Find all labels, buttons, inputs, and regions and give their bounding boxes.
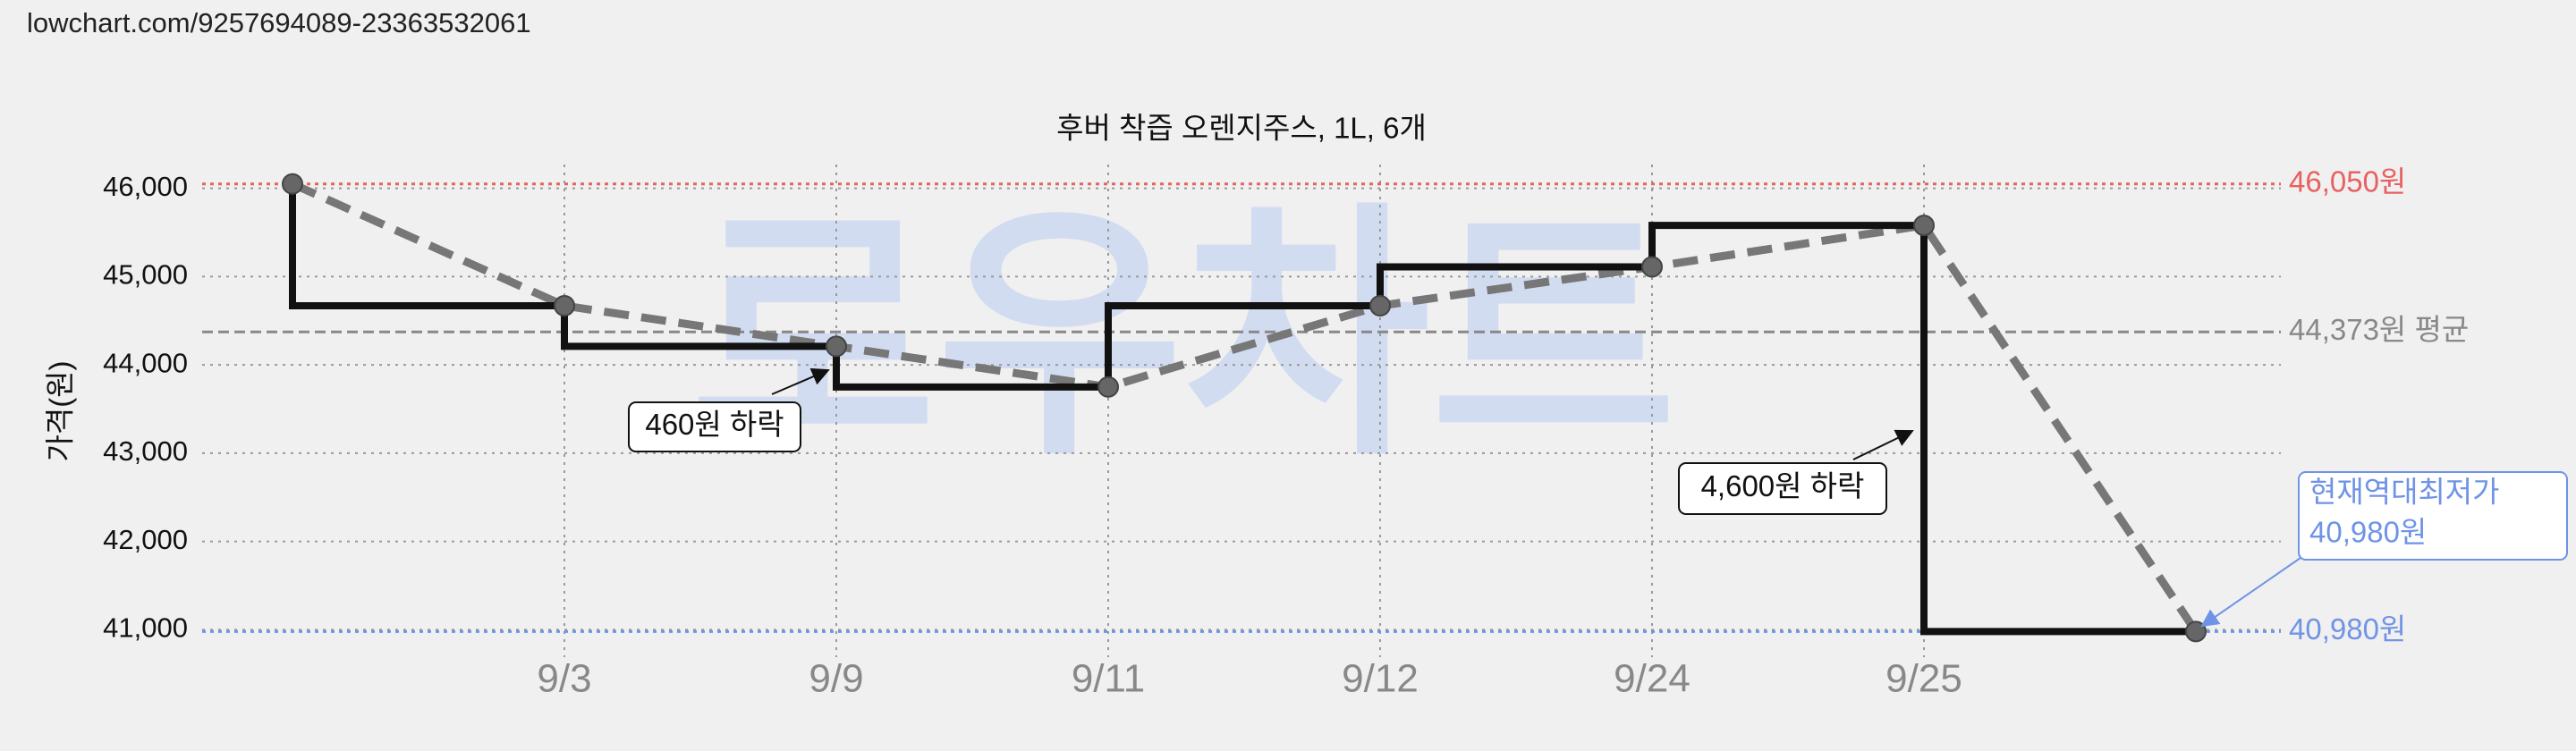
point <box>554 294 575 316</box>
y-axis-label: 가격(원) <box>44 360 77 461</box>
x-tick-label: 9/24 <box>1614 657 1690 701</box>
annotation-box <box>1678 462 1887 515</box>
x-tick-label: 9/3 <box>537 657 591 701</box>
annotation-text: 4,600원 하락 <box>1701 469 1865 502</box>
x-tick-label: 9/9 <box>809 657 863 701</box>
step-segment <box>833 346 1108 391</box>
y-tick-label: 41,000 <box>103 612 188 644</box>
step-segment <box>561 305 836 350</box>
y-tick-label: 44,000 <box>103 347 188 378</box>
annotation-box <box>628 401 801 452</box>
low-arrow <box>2200 557 2301 628</box>
point <box>1097 376 1119 398</box>
step-segment <box>1648 222 1924 267</box>
annotation-arrow <box>1852 429 1914 460</box>
point <box>282 173 303 195</box>
trend-line <box>291 180 2199 634</box>
point <box>1641 256 1663 278</box>
reference-label: 46,050원 <box>2289 165 2406 198</box>
step-segment <box>1377 263 1652 306</box>
step-segment <box>1105 301 1380 387</box>
chart-title: 후버 착즙 오렌지주스, 1L, 6개 <box>1056 112 1427 145</box>
watermark: 로우차트 <box>690 185 1677 485</box>
source-url: lowchart.com/9257694089-23363532061 <box>27 7 531 38</box>
step-segment <box>1920 225 2196 636</box>
reference-label: 44,373원 평균 <box>2289 313 2469 346</box>
point <box>826 335 847 358</box>
low-title: 현재역대최저가 <box>2309 476 2500 509</box>
y-tick-label: 46,000 <box>103 171 188 202</box>
y-tick-label: 43,000 <box>103 435 188 467</box>
annotation-arrow <box>771 367 830 395</box>
y-tick-label: 45,000 <box>103 259 188 291</box>
low-price: 40,980원 <box>2309 516 2427 549</box>
x-tick-label: 9/12 <box>1342 657 1419 701</box>
point <box>1913 215 1935 237</box>
x-tick-label: 9/25 <box>1885 657 1962 701</box>
reference-label: 40,980원 <box>2289 612 2406 646</box>
point <box>1369 294 1391 316</box>
x-tick-label: 9/11 <box>1072 657 1145 701</box>
low-box <box>2298 471 2568 561</box>
step-segment <box>289 183 564 309</box>
y-tick-label: 42,000 <box>103 524 188 555</box>
annotation-text: 460원 하락 <box>645 408 784 441</box>
